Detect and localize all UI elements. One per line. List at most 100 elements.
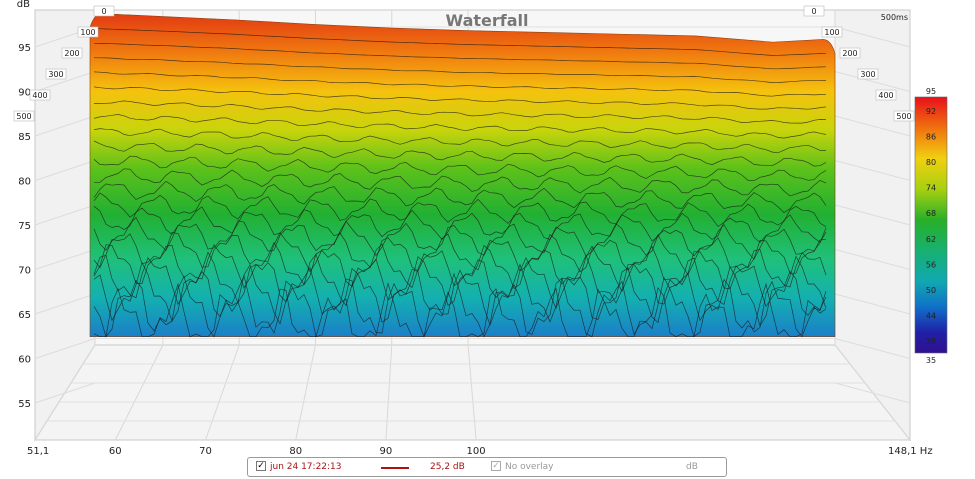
y-tick-label: 60 (18, 355, 31, 366)
contour-line (93, 86, 827, 110)
grid-line-floor (205, 344, 240, 441)
x-axis: 51,1 60 70 80 90 100 148,1 Hz (27, 446, 933, 457)
overlay-checkbox[interactable]: ✓ (491, 461, 501, 471)
y-axis: 95 90 85 80 75 70 65 60 55 (18, 43, 31, 410)
color-scale-tick-label: 56 (926, 260, 936, 269)
contour-line (93, 192, 827, 228)
grid-line-wall-left (34, 204, 96, 226)
contour-line (93, 42, 827, 70)
time-tick-box (45, 68, 67, 80)
time-tick-label: 300 (860, 70, 875, 79)
waterfall-surface (89, 13, 836, 338)
time-tick-box (77, 26, 99, 38)
contour-line (93, 128, 827, 154)
y-tick-label: 85 (18, 132, 31, 143)
color-scale-tick-label: 86 (926, 132, 936, 141)
measurement-checkbox[interactable]: ✓ (256, 461, 266, 471)
time-tick-label: 100 (80, 28, 95, 37)
time-axis-left: 0 100 200 300 400 500 (13, 5, 115, 122)
grid-line-wall-left (34, 71, 96, 92)
contour-line (93, 241, 827, 293)
x-tick-label: 60 (109, 446, 122, 457)
color-scale-tick-label: 35 (926, 356, 936, 365)
measurement-name: jun 24 17:22:13 (270, 462, 342, 472)
time-tick-box (803, 5, 825, 17)
contour-line (93, 180, 827, 213)
x-tick-label: 51,1 (27, 446, 49, 457)
color-scale-tick-label: 62 (926, 235, 936, 244)
contour-line (93, 71, 827, 97)
color-scale-tick-label: 92 (926, 107, 936, 116)
grid-line-wall-left (34, 338, 96, 359)
surface-front-face (89, 13, 836, 338)
y-axis-label: dB (17, 0, 30, 10)
time-tick-box (93, 5, 115, 17)
grid-line-wall-left (34, 293, 96, 315)
time-tick-label: 500 (16, 112, 31, 121)
legend-bar: ✓ jun 24 17:22:13 25,2 dB ✓ No overlay d… (247, 457, 727, 477)
overlay-unit: dB (686, 462, 698, 472)
contour-line (93, 114, 827, 139)
color-scale-tick-label: 50 (926, 286, 936, 295)
contour-line (93, 28, 827, 56)
color-scale-tick-label: 74 (926, 184, 936, 193)
time-tick-box (821, 26, 843, 38)
contour-line (93, 216, 827, 260)
time-unit-label: 500ms (881, 13, 908, 22)
grid-line-wall-right (834, 71, 911, 92)
grid-line-floor (467, 344, 477, 441)
grid-line-floor (385, 344, 393, 441)
time-tick-label: 200 (64, 49, 79, 58)
time-tick-label: 500 (896, 112, 911, 121)
grid-line-wall-right (834, 293, 911, 315)
color-scale-tick-label: 38 (926, 337, 936, 346)
grid-line-wall-right (834, 204, 911, 226)
x-tick-label: 80 (289, 446, 302, 457)
grid-line-floor (295, 344, 316, 441)
grid-line-wall-right (834, 160, 911, 181)
grid-line-wall-right (834, 249, 911, 270)
time-tick-box (13, 110, 35, 122)
time-tick-label: 0 (811, 7, 816, 16)
color-scale-ticks: 95 92 86 80 74 68 62 56 50 44 38 35 (926, 87, 936, 365)
time-tick-box (29, 89, 51, 101)
time-tick-box (839, 47, 861, 59)
y-tick-label: 75 (18, 221, 31, 232)
contour-line (94, 57, 827, 83)
color-scale-gradient (914, 96, 948, 354)
contour-line (93, 282, 827, 338)
contour-line (93, 155, 827, 182)
contour-line (93, 272, 827, 338)
time-tick-label: 100 (824, 28, 839, 37)
time-tick-box (875, 89, 897, 101)
color-scale-tick-label: 44 (926, 312, 936, 321)
contour-line (93, 251, 827, 310)
grid-line-wall-right (834, 382, 911, 404)
y-tick-label: 65 (18, 310, 31, 321)
time-tick-label: 400 (32, 91, 47, 100)
time-tick-label: 0 (101, 7, 106, 16)
x-tick-label: 70 (199, 446, 212, 457)
y-tick-label: 55 (18, 399, 31, 410)
y-tick-label: 90 (18, 88, 31, 99)
contour-line (93, 140, 827, 167)
measurement-offset: 25,2 dB (430, 462, 465, 472)
color-scale-bar (914, 96, 948, 354)
x-tick-label: 148,1 Hz (888, 446, 933, 457)
chart-title: Waterfall (446, 11, 529, 30)
grid-line-wall-left (34, 160, 96, 181)
grid-line-wall-right (834, 338, 911, 359)
x-tick-label: 90 (380, 446, 393, 457)
y-tick-label: 80 (18, 177, 31, 188)
y-tick-label: 70 (18, 266, 31, 277)
y-tick-label: 95 (18, 43, 31, 54)
grid-line-wall-left (34, 249, 96, 270)
time-tick-box (857, 68, 879, 80)
grid-line-wall-left (34, 382, 96, 404)
contour-line (94, 100, 827, 124)
grid-line-wall-left (34, 115, 96, 137)
time-tick-label: 200 (842, 49, 857, 58)
overlay-label: No overlay (505, 462, 554, 472)
contour-line (93, 205, 827, 243)
